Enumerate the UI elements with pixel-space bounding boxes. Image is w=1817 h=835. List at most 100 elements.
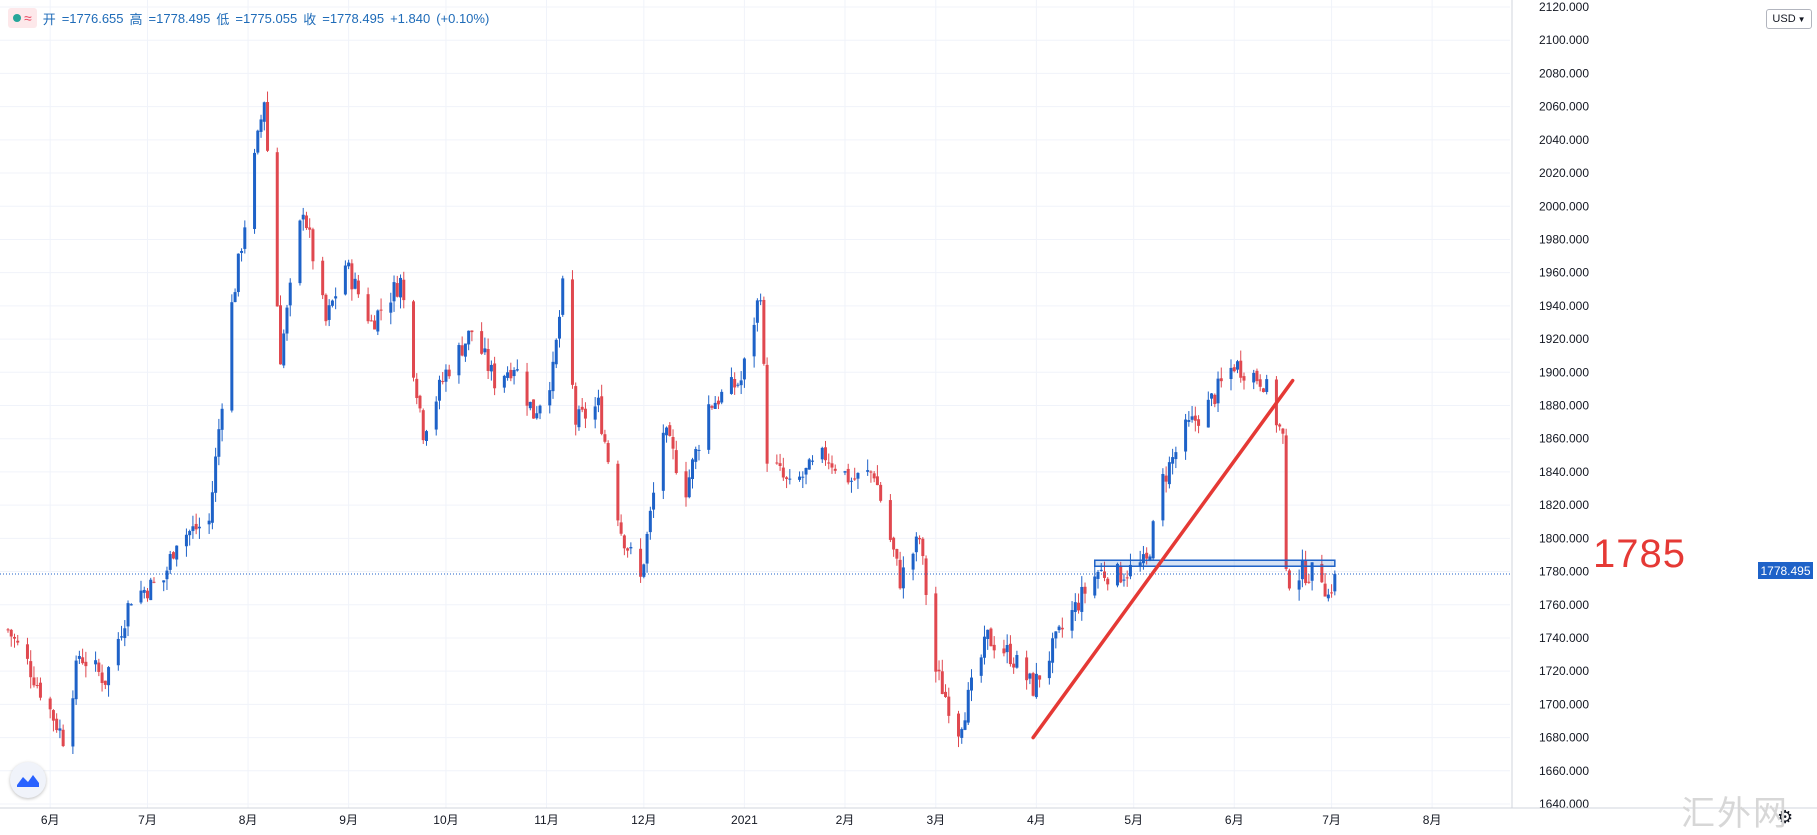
candle-body [139, 590, 143, 603]
candle-body [1278, 424, 1282, 427]
x-tick-label: 10月 [433, 813, 458, 827]
candle-body [989, 628, 993, 647]
y-tick-label: 1760.000 [1539, 598, 1589, 612]
x-tick-label: 7月 [138, 813, 157, 827]
candle-body [561, 278, 565, 315]
candle-body [145, 590, 149, 599]
time-axis[interactable]: 6月 7月 8月 9月 10月 11月 12月 2021 2月 3月 4月 5月 6月 7月 8月 [0, 807, 1817, 827]
candle-body [671, 437, 675, 449]
candle-body [720, 391, 724, 403]
candle-body [729, 377, 733, 394]
candle-body [515, 369, 519, 371]
candle-body [324, 294, 328, 322]
candle-body [243, 227, 247, 249]
candle-body [304, 215, 308, 229]
candle-body [872, 473, 876, 479]
candle-body [1093, 576, 1097, 596]
candle-body [960, 729, 964, 738]
candle-body [142, 589, 146, 593]
candle-body [279, 305, 283, 365]
candle-body [16, 640, 20, 643]
y-tick-label: 1960.000 [1539, 266, 1589, 280]
candle-body [327, 305, 331, 320]
candle-body [778, 463, 782, 467]
y-tick-label: 1840.000 [1539, 465, 1589, 479]
candle-body [399, 277, 403, 298]
candle-body [937, 669, 941, 672]
close-value: =1778.495 [322, 10, 385, 26]
candle-body [1242, 376, 1246, 381]
tradingview-logo-icon[interactable] [10, 762, 46, 798]
candle-body [535, 413, 539, 419]
candle-body [506, 372, 510, 378]
symbol-icons[interactable]: ≈ [8, 8, 37, 28]
currency-selector[interactable]: USD ▼ [1766, 9, 1812, 29]
candle-body [77, 655, 81, 659]
candle-body [463, 343, 467, 357]
candle-body [266, 101, 270, 151]
candle-body [752, 324, 756, 357]
candle-body [921, 538, 925, 557]
candle-body [197, 526, 201, 529]
candle-body [992, 644, 996, 651]
candle-body [194, 523, 198, 530]
price-axis[interactable]: 2120.000 2100.000 2080.000 2060.000 2040.000… [1511, 0, 1589, 811]
candle-body [1326, 594, 1330, 599]
candle-body [262, 102, 266, 122]
candle-body [710, 406, 714, 408]
candle-body [424, 431, 428, 441]
x-tick-label: 7月 [1322, 813, 1341, 827]
candle-body [1138, 562, 1142, 567]
candle-body [707, 404, 711, 450]
gear-icon[interactable]: ⚙ [1777, 807, 1794, 827]
candle-body [58, 728, 62, 731]
candle-body [1287, 570, 1291, 589]
candle-body [661, 432, 665, 491]
wave-icon: ≈ [24, 10, 32, 26]
candle-body [1197, 419, 1201, 426]
candle-body [982, 636, 986, 658]
dot-icon [13, 14, 21, 22]
candle-body [379, 309, 383, 311]
candle-body [233, 292, 237, 303]
candle-body [311, 229, 315, 262]
candle-body [642, 564, 646, 577]
candle-body [74, 660, 78, 700]
candle-body [895, 549, 899, 559]
level-annotation: 1785 [1593, 532, 1686, 576]
y-tick-label: 1680.000 [1539, 731, 1589, 745]
candle-body [600, 396, 604, 434]
candle-body [230, 302, 234, 411]
candle-body [184, 534, 188, 547]
low-label: 低 [216, 11, 230, 27]
candle-body [1031, 673, 1035, 696]
candle-body [301, 214, 305, 220]
candle-body [191, 526, 195, 532]
candle-body [217, 429, 221, 457]
candle-body [288, 282, 292, 306]
x-tick-label: 8月 [1423, 813, 1442, 827]
candle-body [966, 689, 970, 723]
y-tick-label: 1780.000 [1539, 565, 1589, 579]
candle-body [1310, 562, 1314, 581]
candle-body [61, 729, 65, 747]
candle-body [947, 696, 951, 716]
candle-body [32, 677, 36, 686]
candle-body [256, 130, 260, 153]
y-tick-label: 1660.000 [1539, 764, 1589, 778]
candle-body [1216, 378, 1220, 404]
candle-body [914, 536, 918, 553]
candle-body [538, 405, 542, 414]
candle-body [1184, 419, 1188, 452]
candle-body [100, 672, 104, 683]
candle-body [1099, 569, 1103, 571]
candle-body [577, 409, 581, 428]
candle-body [1070, 610, 1074, 631]
x-tick-label: 6月 [41, 813, 60, 827]
candle-body [1261, 388, 1265, 393]
candle-body [687, 477, 691, 498]
candle-body [694, 449, 698, 462]
candle-body [807, 459, 811, 470]
candle-body [639, 548, 643, 577]
